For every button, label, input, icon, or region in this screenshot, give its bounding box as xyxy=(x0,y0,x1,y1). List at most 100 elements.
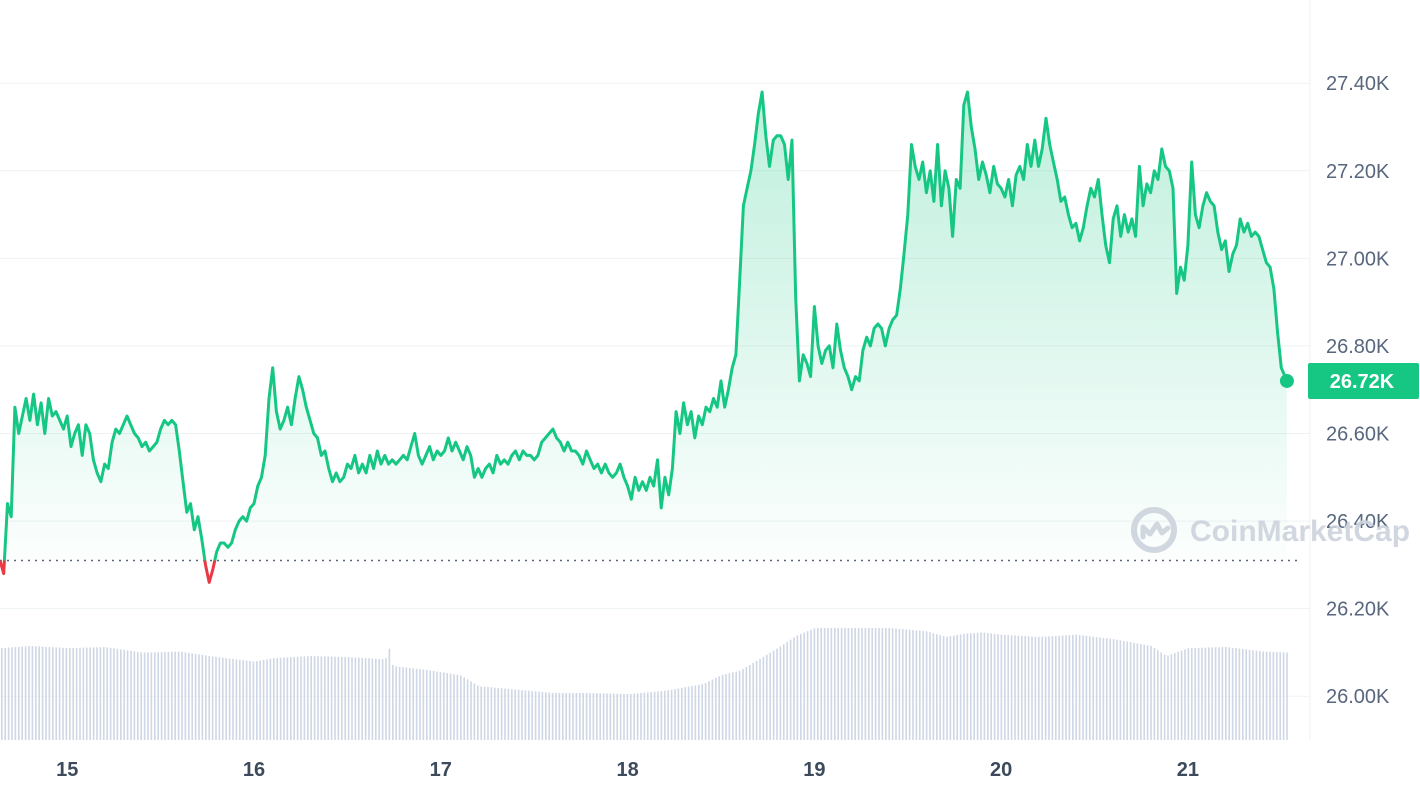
y-tick-label: 26.60K xyxy=(1326,423,1390,445)
volume-bar xyxy=(640,692,642,740)
volume-bar xyxy=(1262,651,1264,740)
x-axis-ticks: 15 16 17 18 19 20 21 xyxy=(56,759,1199,781)
volume-bar xyxy=(24,646,27,740)
volume-bar xyxy=(534,691,537,740)
volume-bar xyxy=(1075,634,1077,740)
volume-bar xyxy=(371,658,374,740)
volume-bar xyxy=(575,692,578,740)
volume-bar xyxy=(1231,647,1234,740)
y-tick-label: 27.40K xyxy=(1326,73,1390,95)
volume-bar xyxy=(1201,647,1203,740)
volume-bar xyxy=(1208,647,1210,740)
volume-bar xyxy=(630,693,632,740)
volume-bar xyxy=(140,652,142,740)
volume-bar xyxy=(1007,635,1009,740)
volume-bar xyxy=(273,658,275,740)
volume-bar xyxy=(874,628,877,740)
volume-bar xyxy=(956,634,958,740)
volume-bar xyxy=(1038,636,1040,740)
volume-bar xyxy=(599,693,601,740)
volume-bar xyxy=(11,647,13,740)
volume-bar xyxy=(422,669,425,740)
volume-bar xyxy=(1119,640,1122,740)
volume-bar xyxy=(245,660,248,740)
volume-bar xyxy=(147,652,149,740)
volume-bar xyxy=(769,652,771,740)
volume-bar xyxy=(1259,651,1261,740)
volume-bar xyxy=(463,677,465,740)
volume-bar xyxy=(619,693,622,740)
volume-bar xyxy=(1027,636,1030,740)
volume-bar xyxy=(613,693,615,740)
volume-bar xyxy=(647,692,649,740)
volume-bar xyxy=(966,633,969,740)
y-tick-label: 26.20K xyxy=(1326,599,1390,621)
volume-bar xyxy=(62,647,64,740)
volume-bar xyxy=(191,653,193,740)
volume-bar xyxy=(636,693,639,740)
watermark-text: CoinMarketCap xyxy=(1190,515,1410,548)
price-line-up xyxy=(0,90,1289,561)
volume-bar xyxy=(715,677,717,740)
volume-bar xyxy=(755,660,758,740)
volume-bar xyxy=(1082,635,1084,740)
volume-bar xyxy=(1116,639,1118,740)
volume-bar xyxy=(436,671,438,740)
volume-bar xyxy=(99,647,102,740)
volume-bar xyxy=(970,633,972,740)
volume-bar xyxy=(259,660,261,740)
volume-bar xyxy=(337,656,340,740)
volume-bar xyxy=(562,692,564,740)
volume-bar xyxy=(1204,647,1207,740)
volume-bar xyxy=(922,630,924,740)
volume-bar xyxy=(276,658,278,740)
volume-bar xyxy=(215,656,217,740)
volume-bar xyxy=(517,689,520,740)
volume-bar xyxy=(997,634,999,740)
volume-bar xyxy=(681,687,683,740)
volume-bar xyxy=(582,692,584,740)
volume-bar xyxy=(813,628,816,740)
volume-bar xyxy=(1177,651,1179,740)
volume-bar xyxy=(953,635,955,740)
volume-bar xyxy=(65,648,68,740)
volume-bar xyxy=(490,687,493,740)
volume-bar xyxy=(898,628,901,740)
volume-bar xyxy=(351,657,353,740)
volume-bar xyxy=(823,628,826,740)
volume-bar xyxy=(35,646,37,740)
volume-bar xyxy=(123,649,125,740)
volume-bar xyxy=(732,672,734,740)
volume-bar xyxy=(820,628,822,740)
volume-bar xyxy=(1248,649,1251,740)
volume-bar xyxy=(347,657,350,740)
volume-bar xyxy=(1102,637,1105,740)
volume-bar xyxy=(164,651,166,740)
volume-bar xyxy=(1242,649,1244,740)
volume-bar xyxy=(317,656,319,740)
volume-bar xyxy=(793,637,795,740)
volume-bar xyxy=(405,667,408,740)
volume-bar xyxy=(596,693,598,740)
volume-bar xyxy=(1160,652,1162,740)
coinmarketcap-logo-icon xyxy=(1131,507,1177,553)
volume-bar xyxy=(946,636,948,740)
volume-bar xyxy=(7,647,10,740)
volume-bar xyxy=(82,647,85,740)
volume-bar xyxy=(398,666,401,740)
volume-bar xyxy=(609,693,612,740)
volume-bar xyxy=(171,651,173,740)
x-tick-label: 19 xyxy=(803,759,825,781)
volume-bar xyxy=(1157,650,1159,740)
volume-bar xyxy=(327,656,329,740)
volume-bar xyxy=(310,656,312,740)
y-tick-label: 26.80K xyxy=(1326,336,1390,358)
price-area xyxy=(4,92,1287,561)
volume-bar xyxy=(728,673,731,740)
volume-bar xyxy=(878,628,880,740)
volume-bar xyxy=(103,647,105,740)
volume-bar xyxy=(1146,645,1149,740)
y-tick-label: 27.20K xyxy=(1326,161,1390,183)
volume-bar xyxy=(456,674,459,740)
